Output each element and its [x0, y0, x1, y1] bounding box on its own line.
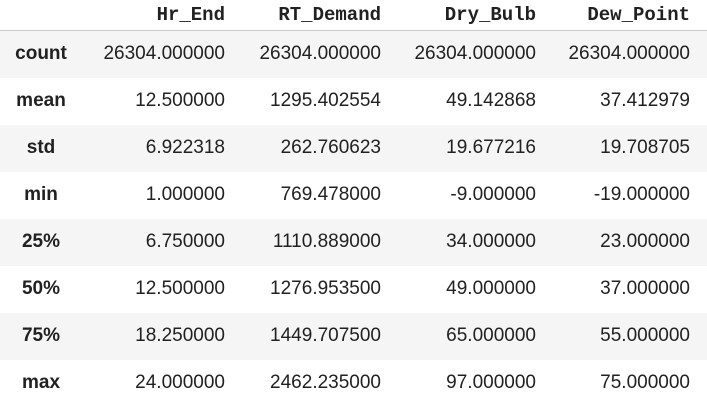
- cell-value: 26304.000000: [414, 43, 536, 65]
- cell-value: 75.000000: [600, 372, 690, 393]
- cell-value: 24.000000: [135, 372, 225, 393]
- table-row: max 24.000000 2462.235000 97.000000 75.0…: [0, 359, 707, 407]
- row-label: count: [15, 43, 67, 65]
- cell-value: 65.000000: [446, 325, 536, 346]
- cell-value: 26304.000000: [103, 43, 225, 65]
- table-row: count 26304.000000 26304.000000 26304.00…: [0, 30, 707, 78]
- cell-value: 97.000000: [446, 372, 536, 393]
- table-row: 50% 12.500000 1276.953500 49.000000 37.0…: [0, 265, 707, 313]
- row-label: 75%: [21, 325, 61, 346]
- cell-value: 37.412979: [600, 90, 690, 111]
- cell-value: 1295.402554: [270, 90, 381, 111]
- cell-value: 26304.000000: [259, 43, 381, 65]
- table-row: min 1.000000 769.478000 -9.000000 -19.00…: [0, 171, 707, 219]
- cell-value: 6.922318: [145, 137, 225, 158]
- cell-value: 6.750000: [145, 231, 225, 252]
- cell-value: 19.677216: [446, 137, 536, 158]
- column-header: RT_Demand: [225, 0, 381, 31]
- cell-value: 55.000000: [600, 325, 690, 346]
- row-label: 25%: [21, 231, 61, 252]
- column-header: Hr_End: [82, 0, 225, 31]
- table-row: 25% 6.750000 1110.889000 34.000000 23.00…: [0, 218, 707, 266]
- cell-value: 23.000000: [600, 231, 690, 252]
- cell-value: 19.708705: [600, 137, 690, 158]
- cell-value: 769.478000: [280, 184, 381, 205]
- cell-value: 1.000000: [145, 184, 225, 205]
- cell-value: 18.250000: [135, 325, 225, 346]
- cell-value: 12.500000: [135, 90, 225, 111]
- column-header: Dry_Bulb: [381, 0, 536, 31]
- row-label: mean: [16, 90, 66, 111]
- cell-value: 26304.000000: [568, 43, 690, 65]
- row-label: min: [24, 184, 58, 205]
- column-header: Dew_Point: [536, 0, 707, 31]
- cell-value: 34.000000: [446, 231, 536, 252]
- cell-value: 12.500000: [135, 278, 225, 299]
- table-row: 75% 18.250000 1449.707500 65.000000 55.0…: [0, 312, 707, 360]
- cell-value: -9.000000: [450, 184, 536, 205]
- table-row: mean 12.500000 1295.402554 49.142868 37.…: [0, 77, 707, 125]
- cell-value: 49.000000: [446, 278, 536, 299]
- header-row: Hr_End RT_Demand Dry_Bulb Dew_Point: [0, 0, 707, 31]
- cell-value: 262.760623: [280, 137, 381, 158]
- row-label: 50%: [21, 278, 61, 299]
- cell-value: 2462.235000: [270, 372, 381, 393]
- cell-value: 1276.953500: [270, 278, 381, 299]
- cell-value: 1110.889000: [272, 231, 381, 252]
- cell-value: 1449.707500: [270, 325, 381, 346]
- row-label: std: [26, 137, 56, 158]
- table-row: std 6.922318 262.760623 19.677216 19.708…: [0, 124, 707, 172]
- cell-value: 37.000000: [600, 278, 690, 299]
- row-label: max: [21, 372, 61, 393]
- index-header: [0, 0, 82, 31]
- cell-value: 49.142868: [446, 90, 536, 111]
- cell-value: -19.000000: [593, 184, 690, 205]
